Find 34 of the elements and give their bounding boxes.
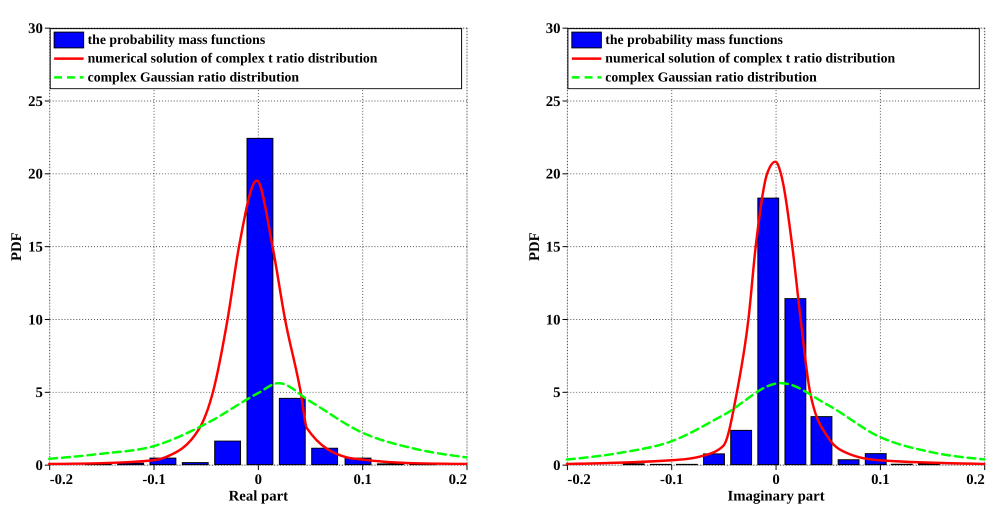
x-tick-label: 0.1 (871, 472, 890, 488)
y-tick-label: 10 (546, 312, 561, 328)
x-tick-label: 0 (772, 472, 780, 488)
x-tick-label: -0.1 (142, 472, 166, 488)
y-tick-label: 20 (28, 166, 43, 183)
y-tick-label: 5 (35, 385, 43, 402)
y-axis-title: PDF (526, 232, 543, 261)
legend-label: the probability mass functions (605, 32, 784, 47)
legend-label: complex Gaussian ratio distribution (88, 69, 300, 84)
y-tick-label: 10 (28, 312, 43, 328)
legend-label: numerical solution of complex t ratio distribution (605, 50, 896, 66)
y-tick-label: 30 (28, 21, 43, 38)
legend-label: numerical solution of complex t ratio distribution (88, 50, 378, 66)
legend-label: the probability mass functions (88, 32, 266, 47)
x-tick-label: 0.2 (448, 472, 468, 488)
y-tick-label: 25 (546, 94, 561, 110)
x-axis-title: Real part (228, 488, 288, 505)
y-tick-label: 30 (546, 21, 561, 38)
x-tick-label: 0.1 (353, 472, 372, 488)
x-tick-label: -0.2 (50, 472, 74, 488)
y-tick-label: 0 (553, 458, 561, 474)
x-tick-label: 0 (254, 472, 262, 488)
legend-label: complex Gaussian ratio distribution (605, 69, 818, 84)
y-tick-label: 5 (553, 385, 561, 402)
y-axis-title: PDF (9, 232, 26, 261)
y-tick-label: 20 (546, 166, 561, 183)
y-tick-label: 25 (28, 94, 43, 110)
y-tick-label: 15 (546, 240, 561, 256)
y-tick-label: 0 (35, 458, 43, 474)
x-tick-label: 0.2 (966, 472, 985, 488)
x-tick-label: -0.2 (567, 472, 591, 488)
x-tick-label: -0.1 (660, 472, 684, 488)
x-axis-title: Imaginary part (728, 488, 825, 505)
y-tick-label: 15 (28, 240, 43, 256)
